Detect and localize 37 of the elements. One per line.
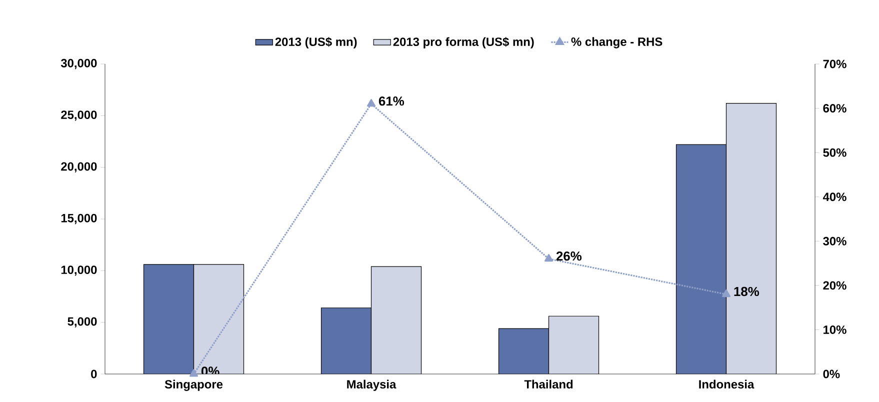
y2-tick-label: 60% [823, 104, 846, 113]
bar [371, 266, 422, 374]
bar [548, 316, 599, 374]
data-label: 26% [556, 251, 582, 261]
bar [676, 144, 727, 374]
point [190, 369, 198, 377]
x-tick-label: Indonesia [699, 380, 754, 389]
data-label: 61% [378, 96, 404, 106]
y-tick-label: 10,000 [61, 266, 97, 276]
point [722, 290, 731, 298]
y-tick-label: 25,000 [61, 110, 97, 121]
legend-label: % change - RHS [571, 37, 662, 48]
y2-tick-label: 10% [824, 325, 846, 334]
data-label: 18% [734, 286, 760, 296]
y2-tick-label: 70% [823, 60, 846, 68]
x-tick-label: Thailand [524, 380, 573, 389]
legend-label: 2013 (US$ mn) [275, 37, 357, 48]
y-tick-label: 5,000 [68, 317, 97, 328]
point [544, 254, 554, 262]
y2-tick-label: 30% [823, 236, 846, 246]
x-tick-label: Malaysia [347, 380, 396, 391]
bar [194, 264, 244, 374]
y2-tick-label: 50% [823, 148, 846, 157]
bar [321, 308, 372, 374]
y2-tick-label: 20% [823, 281, 846, 290]
bar [144, 264, 194, 374]
bar [726, 102, 777, 374]
legend-label: 2013 pro forma (US$ mn) [393, 37, 534, 48]
y-tick-label: 20,000 [61, 162, 97, 172]
point [367, 99, 376, 107]
y-tick-label: 0 [91, 370, 97, 378]
y2-tick-label: 40% [822, 192, 846, 202]
bar [498, 328, 549, 374]
y-tick-label: 30,000 [60, 58, 97, 70]
y2-tick-label: 0% [823, 370, 840, 378]
x-tick-label: Singapore [164, 380, 223, 391]
y-tick-label: 15,000 [61, 214, 97, 224]
